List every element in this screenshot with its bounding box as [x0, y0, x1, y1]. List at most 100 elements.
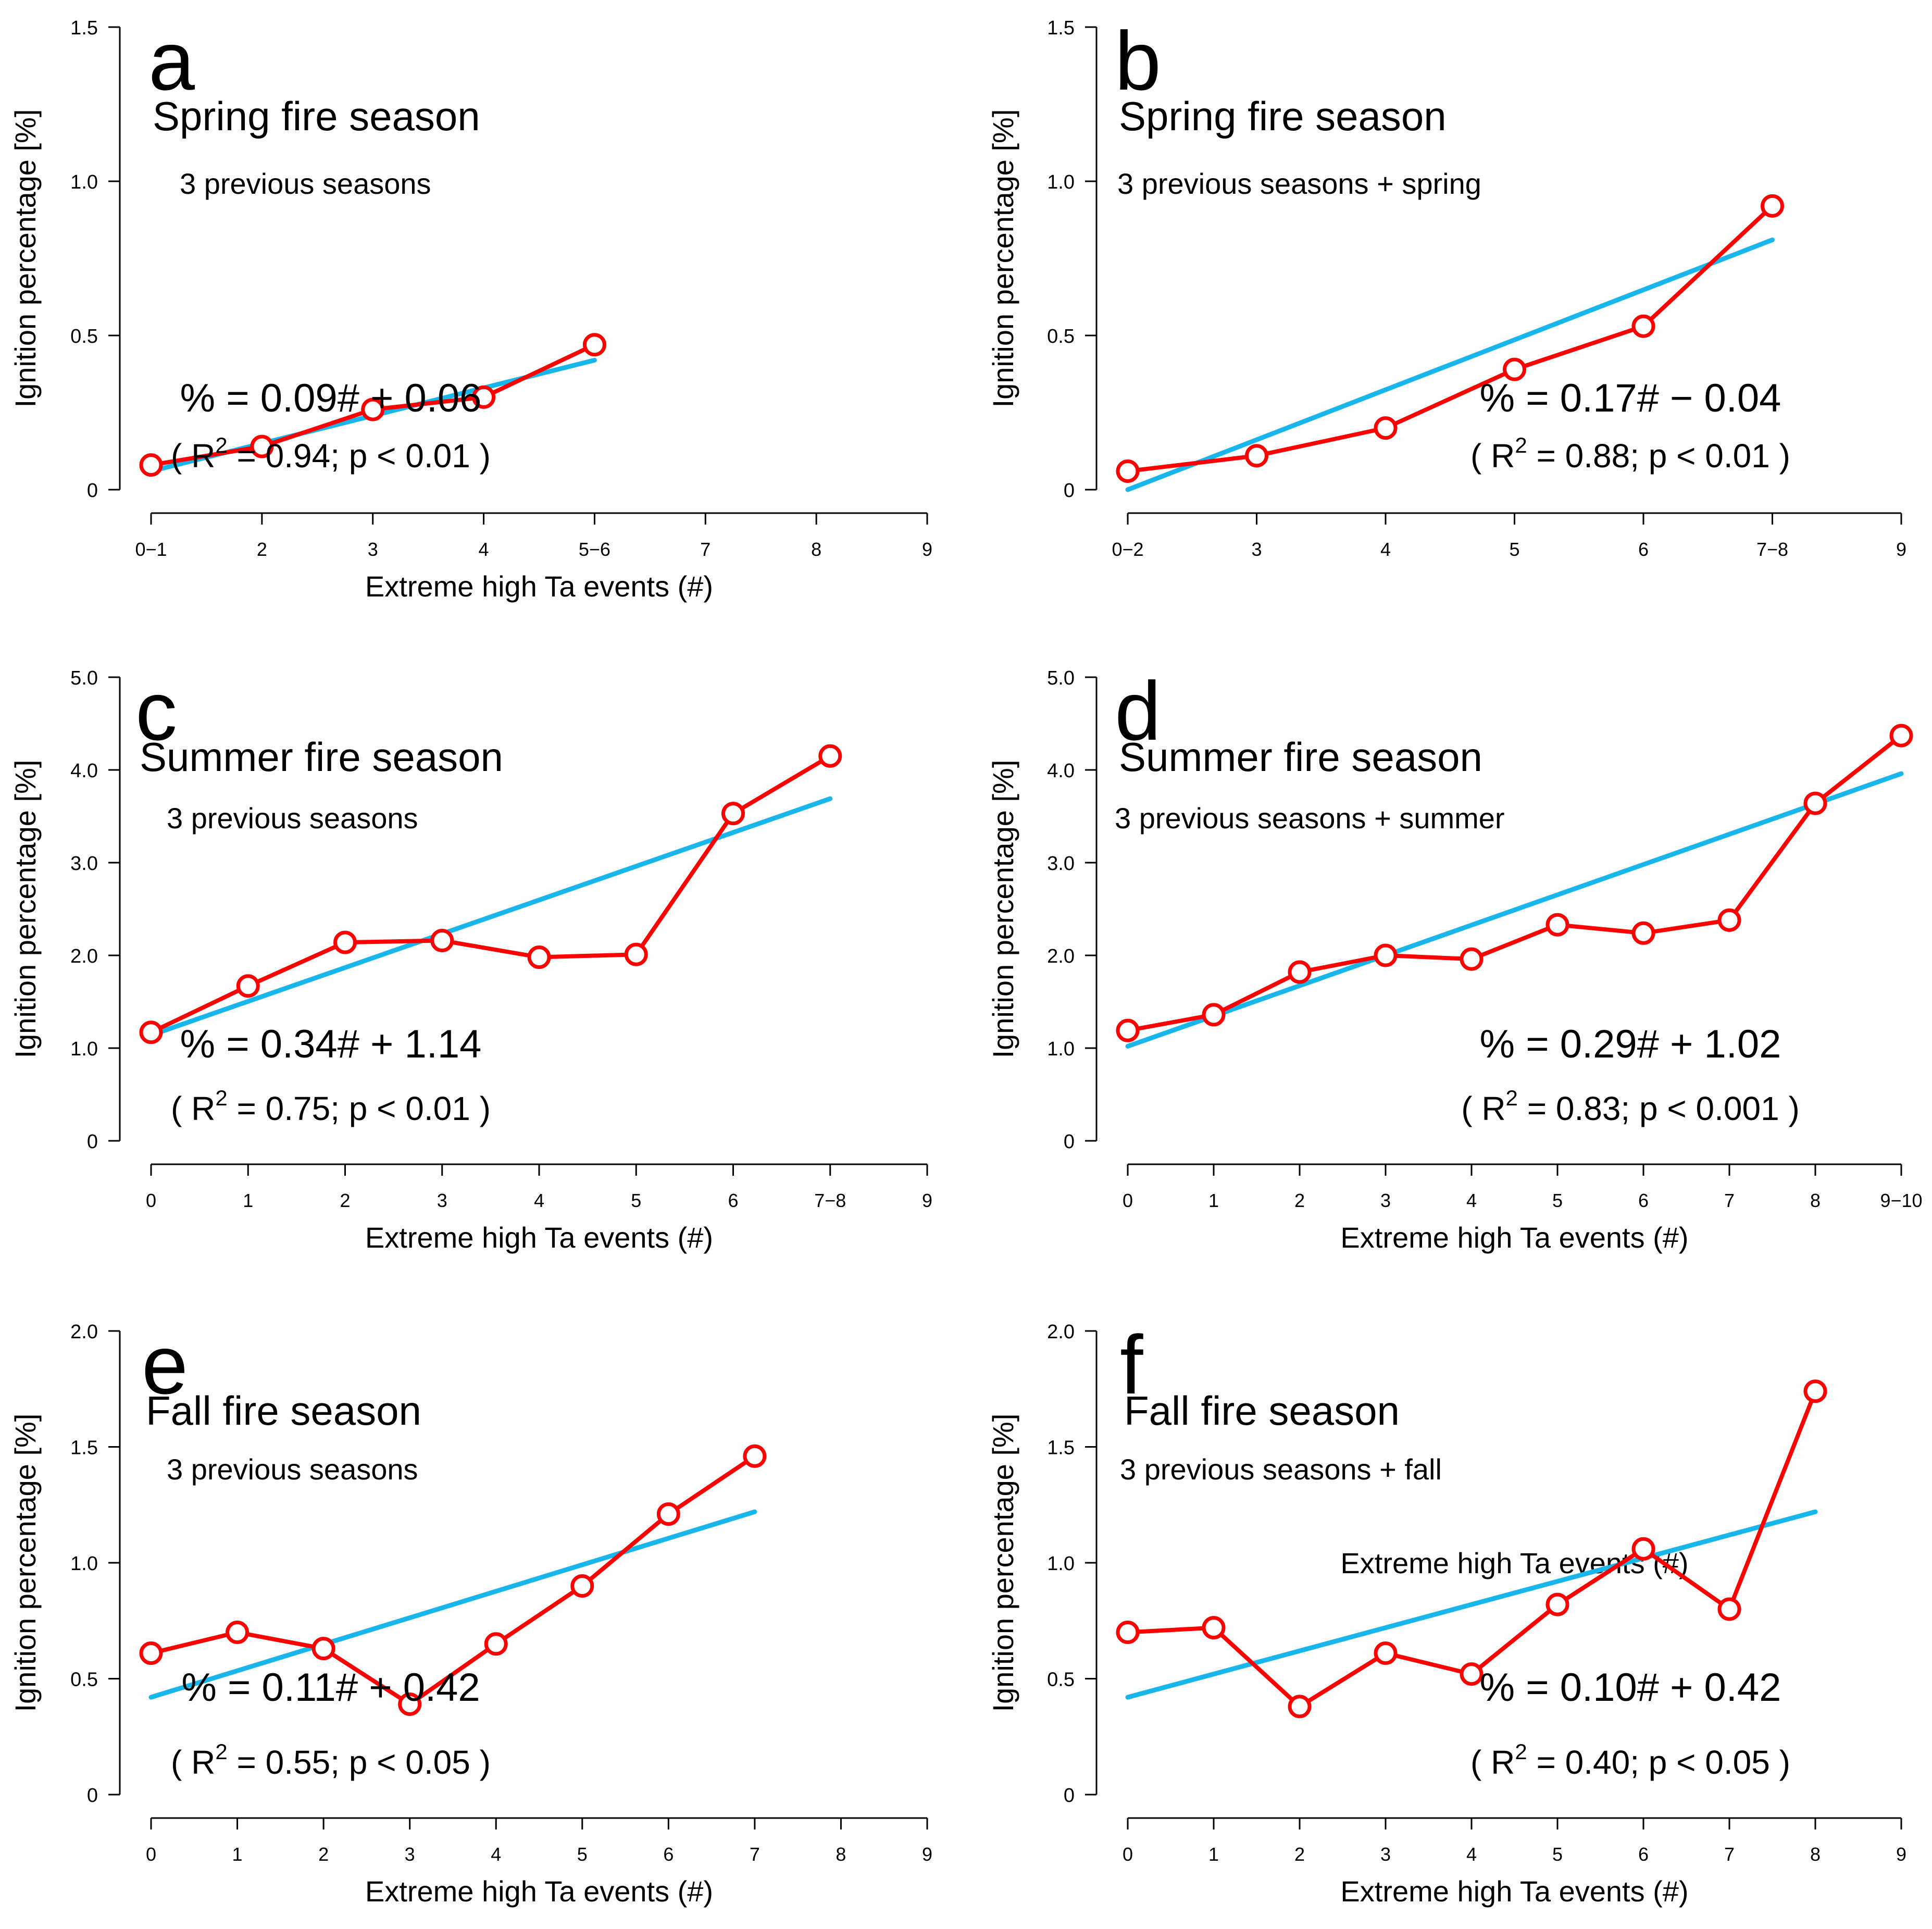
x-axis-title: Extreme high Ta events (#): [1340, 1221, 1688, 1254]
x-tick-label: 0: [146, 1190, 156, 1211]
x-tick-label: 3: [1380, 1844, 1391, 1865]
data-point: [1717, 1597, 1741, 1621]
panel-title: Summer fire season: [1119, 734, 1482, 780]
data-point: [226, 1621, 250, 1644]
data-point: [721, 802, 745, 826]
y-tick-label: 0: [87, 1785, 98, 1807]
x-tick-label: 8: [836, 1844, 846, 1865]
panel-title: Summer fire season: [140, 734, 503, 780]
x-tick-label: 0−2: [1112, 539, 1143, 560]
regression-equation: % = 0.17# − 0.04: [1480, 376, 1781, 420]
panel-title: Spring fire season: [153, 93, 480, 139]
fit-line: [1125, 1509, 1818, 1700]
data-point: [1803, 791, 1827, 815]
data-point: [1116, 1018, 1140, 1042]
regression-equation: % = 0.09# + 0.06: [180, 376, 482, 420]
x-tick-label: 3: [1380, 1190, 1391, 1211]
fit-line: [1125, 771, 1904, 1049]
panel-f: 0 0.5 1.0 1.5 2.0 0 1 2 3 4 5 6 7 8 9 Extreme high Ta e…: [987, 1318, 1906, 1908]
data-point: [1631, 921, 1655, 945]
data-point: [1288, 960, 1312, 984]
x-tick-label: 7: [750, 1844, 760, 1865]
data-point: [430, 929, 454, 953]
x-tick-label: 4: [1380, 539, 1391, 560]
data-point: [1631, 314, 1655, 338]
data-point: [527, 945, 551, 969]
y-tick-label: 1.0: [70, 1553, 98, 1575]
y-axis-title: Ignition percentage [%]: [9, 760, 42, 1059]
data-point: [1717, 908, 1741, 932]
x-axis-title: Extreme high Ta events (#): [365, 1221, 713, 1254]
y-tick-label: 1.0: [1047, 171, 1075, 193]
data-point: [361, 397, 385, 421]
x-tick-label: 3: [368, 539, 378, 560]
panel-subtitle: 3 previous seasons + fall: [1120, 1453, 1442, 1486]
x-tick-label: 6: [663, 1844, 674, 1865]
x-tick-label: 2: [257, 539, 267, 560]
data-point: [139, 1020, 163, 1044]
x-tick-label: 7−8: [814, 1190, 846, 1211]
data-point: [311, 1637, 335, 1661]
x-tick-label: 4: [491, 1844, 501, 1865]
y-tick-label: 0: [1064, 480, 1075, 502]
x-tick-label: 4: [1466, 1844, 1477, 1865]
regression-equation: % = 0.29# + 1.02: [1480, 1022, 1781, 1066]
regression-stats: ( R2 = 0.55; p < 0.05 ): [171, 1739, 491, 1781]
regression-stats: ( R2 = 0.88; p < 0.01 ): [1470, 433, 1790, 475]
y-tick-label: 0: [87, 480, 98, 502]
data-point: [1545, 1592, 1569, 1616]
data-point: [1116, 1621, 1140, 1644]
x-tick-label: 8: [811, 539, 821, 560]
y-tick-label: 2.0: [70, 1321, 98, 1343]
x-tick-label: 8: [1810, 1844, 1821, 1865]
x-tick-label: 1: [232, 1844, 243, 1865]
panel-letter: d: [1115, 664, 1161, 757]
y-tick-label: 0.5: [1047, 1669, 1075, 1691]
x-tick-label: 0: [1123, 1190, 1133, 1211]
regression-stats: ( R2 = 0.94; p < 0.01 ): [171, 433, 491, 475]
x-tick-label: 6: [728, 1190, 738, 1211]
y-tick-label: 4.0: [1047, 760, 1075, 782]
x-tick-label: 6: [1638, 1190, 1649, 1211]
data-point: [1503, 357, 1526, 381]
y-tick-label: 0.5: [1047, 326, 1075, 347]
data-point: [1202, 1616, 1226, 1640]
data-point: [1374, 1641, 1398, 1665]
data-point: [139, 1641, 163, 1665]
x-tick-label: 5: [631, 1190, 641, 1211]
x-tick-label: 5: [577, 1844, 588, 1865]
panel-letter: e: [142, 1318, 188, 1411]
data-point: [250, 434, 274, 458]
data-point: [1374, 416, 1398, 440]
x-tick-label: 3: [437, 1190, 447, 1211]
x-tick-label: 5: [1552, 1844, 1563, 1865]
regression-stats: ( R2 = 0.83; p < 0.001 ): [1461, 1086, 1800, 1127]
x-tick-label: 1: [243, 1190, 253, 1211]
x-tick-label: 9: [922, 539, 932, 560]
x-tick-label: 5: [1509, 539, 1519, 560]
data-point: [1460, 1662, 1484, 1686]
y-tick-label: 1.0: [70, 171, 98, 193]
data-point: [1202, 1003, 1226, 1027]
x-axis-title: Extreme high Ta events (#): [1340, 1875, 1688, 1908]
y-tick-label: 4.0: [70, 760, 98, 782]
data-point: [139, 453, 163, 477]
x-tick-label: 3: [1251, 539, 1262, 560]
y-tick-label: 1.0: [70, 1038, 98, 1060]
data-point: [472, 385, 496, 409]
x-tick-label: 3: [405, 1844, 415, 1865]
y-axis-title: Ignition percentage [%]: [9, 109, 42, 408]
panel-subtitle: 3 previous seasons: [167, 1453, 418, 1486]
panel-e: 0 0.5 1.0 1.5 2.0 0 1 2 3 4 5 6 7 8 9 Extreme high Ta e…: [9, 1318, 932, 1908]
data-point: [236, 974, 260, 998]
regression-equation: % = 0.11# + 0.42: [181, 1665, 480, 1710]
y-tick-label: 5.0: [70, 667, 98, 689]
x-tick-label: 7−8: [1756, 539, 1788, 560]
data-point: [1803, 1379, 1827, 1403]
y-tick-label: 1.5: [1047, 17, 1075, 39]
x-tick-label: 6: [1638, 539, 1649, 560]
panel-letter: b: [1115, 14, 1161, 107]
panel-subtitle: 3 previous seasons + spring: [1117, 167, 1481, 200]
x-tick-label: 5: [1552, 1190, 1563, 1211]
